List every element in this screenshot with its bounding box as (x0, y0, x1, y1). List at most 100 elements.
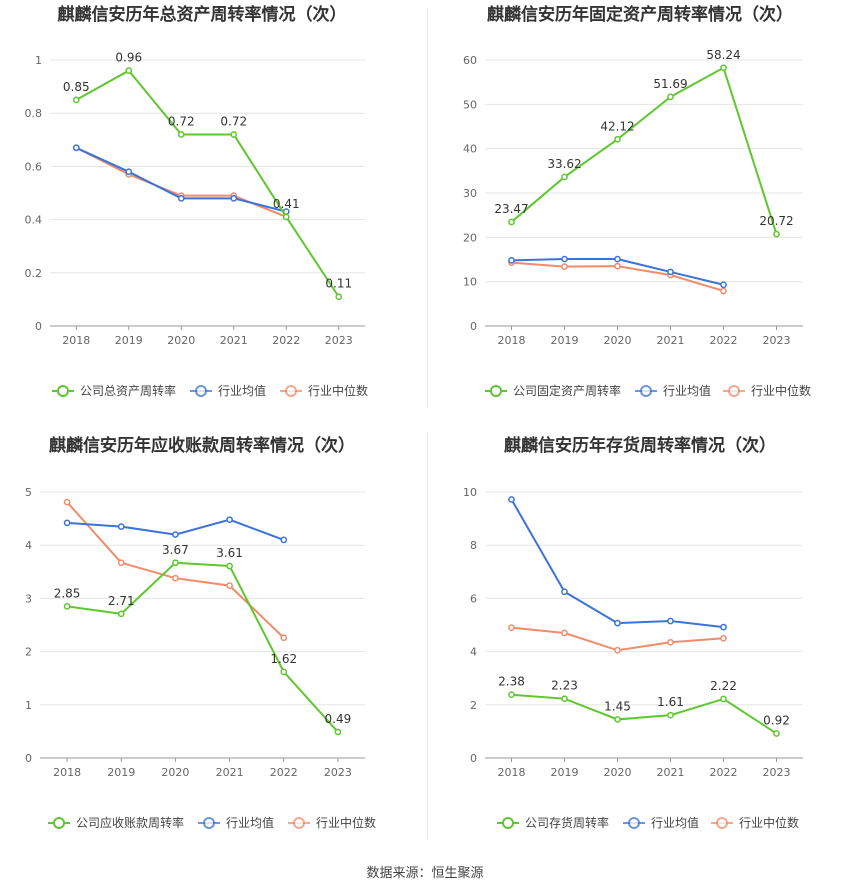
data-point-avg (561, 588, 568, 596)
data-point-avg (720, 281, 727, 289)
legend-marker-dot (195, 385, 207, 397)
series-line-company (66, 561, 339, 733)
x-tick-label: 2020 (167, 334, 195, 347)
x-tick-label: 2020 (161, 766, 189, 779)
data-label: 1.62 (270, 652, 297, 666)
data-label: 2.38 (498, 675, 525, 689)
data-point-company (561, 173, 568, 181)
series-line-avg (510, 498, 724, 629)
x-tick-label: 2020 (604, 334, 632, 347)
receivables-turnover-chart: 麒麟信安历年应收账款周转率情况（次） 0 1 2 3 4 5 2018 2019 2020 2021… (25, 435, 376, 830)
y-tick-label: 0 (25, 752, 32, 765)
data-point-company (172, 559, 179, 567)
y-tick-label: 0.8 (25, 107, 43, 120)
y-tick-label: 0 (470, 752, 477, 765)
total-asset-turnover-chart: 麒麟信安历年总资产周转率情况（次） 0 0.2 0.4 0.6 0.8 1 2018 2019 2… (25, 4, 369, 398)
panel-divider (427, 8, 428, 408)
legend-marker-dot (628, 817, 640, 829)
y-tick-label: 1 (35, 54, 42, 67)
y-tick-label: 8 (470, 539, 477, 552)
data-point-median (63, 498, 71, 506)
data-point-median (720, 634, 727, 642)
x-tick-label: 2022 (270, 766, 298, 779)
data-label: 0.49 (325, 712, 352, 726)
y-tick-label: 0.6 (25, 160, 43, 173)
data-label: 0.92 (763, 714, 790, 728)
x-tick-label: 2018 (62, 334, 90, 347)
legend-marker-dot (293, 817, 305, 829)
data-point-median (614, 646, 621, 654)
data-label: 0.85 (63, 80, 90, 94)
data-point-avg (226, 516, 233, 524)
data-point-company (773, 230, 780, 238)
x-tick-label: 2019 (551, 766, 579, 779)
data-point-avg (720, 623, 727, 631)
y-tick-label: 40 (463, 143, 477, 156)
data-point-company (508, 691, 515, 699)
data-point-median (667, 638, 674, 646)
legend-marker-dot (57, 385, 69, 397)
legend-label: 行业中位数 (739, 815, 799, 830)
data-label: 3.67 (162, 543, 189, 557)
data-label: 0.11 (325, 277, 352, 291)
legend-label: 行业均值 (651, 815, 699, 830)
data-point-median (172, 574, 179, 582)
data-point-avg (561, 255, 568, 263)
data-point-avg (614, 255, 621, 263)
legend-marker-dot (203, 817, 215, 829)
data-point-company (230, 131, 238, 138)
legend-marker-dot (716, 817, 728, 829)
x-tick-label: 2023 (763, 334, 791, 347)
x-tick-label: 2022 (710, 334, 738, 347)
legend-label: 公司应收账款周转率 (76, 815, 184, 830)
data-label: 2.71 (108, 594, 135, 608)
series-line-avg (75, 146, 287, 213)
legend-label: 行业均值 (226, 815, 274, 830)
x-tick-label: 2022 (710, 766, 738, 779)
data-point-avg (72, 144, 80, 152)
legend-marker-dot (640, 385, 652, 397)
data-point-company (334, 728, 342, 736)
series-line-company (511, 693, 778, 735)
data-point-avg (508, 257, 515, 264)
data-point-company (226, 562, 233, 570)
x-tick-label: 2021 (220, 334, 248, 347)
data-point-avg (177, 194, 185, 202)
legend-marker-dot (490, 385, 502, 397)
data-point-company (773, 730, 780, 737)
data-point-avg (230, 194, 238, 202)
data-point-company (72, 96, 80, 104)
legend-label: 公司存货周转率 (525, 815, 609, 830)
data-point-company (280, 668, 288, 676)
inventory-turnover-chart: 麒麟信安历年存货周转率情况（次） 0 2 4 6 8 10 2018 2019 2020 2021 2… (463, 435, 803, 830)
y-tick-label: 10 (463, 276, 477, 289)
data-label: 2.85 (54, 586, 81, 600)
chart-title: 麒麟信安历年总资产周转率情况（次） (58, 4, 347, 25)
data-point-company (561, 695, 568, 703)
legend-label: 行业中位数 (751, 383, 811, 398)
data-label: 2.22 (710, 679, 737, 693)
data-point-company (117, 610, 125, 618)
data-label: 2.23 (551, 679, 578, 693)
data-point-company (508, 218, 515, 226)
data-label: 1.61 (657, 695, 684, 709)
fixed-asset-turnover-chart: 麒麟信安历年固定资产周转率情况（次） 0 10 20 30 40 50 60 2018 2019 2… (463, 4, 811, 398)
panel-divider (427, 432, 428, 840)
y-tick-label: 0 (470, 320, 477, 333)
x-tick-label: 2018 (53, 766, 81, 779)
x-tick-label: 2018 (498, 766, 526, 779)
data-point-avg (280, 536, 288, 544)
y-tick-label: 0 (35, 320, 42, 333)
data-point-avg (508, 496, 515, 503)
x-tick-label: 2021 (657, 766, 685, 779)
y-tick-label: 30 (463, 187, 477, 200)
data-label: 0.72 (168, 114, 195, 128)
data-point-median (508, 624, 515, 632)
y-tick-label: 0.4 (25, 214, 43, 227)
data-label: 3.61 (216, 546, 243, 560)
data-point-avg (125, 168, 133, 176)
legend-label: 行业中位数 (316, 815, 376, 830)
legend-marker-dot (728, 385, 740, 397)
x-tick-label: 2023 (324, 766, 352, 779)
data-point-avg (667, 268, 674, 276)
